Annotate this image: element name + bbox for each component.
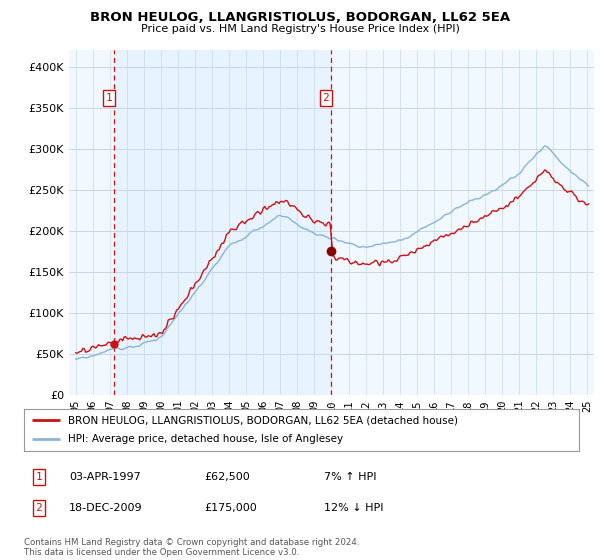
Text: £175,000: £175,000	[204, 503, 257, 513]
Text: 7% ↑ HPI: 7% ↑ HPI	[324, 472, 377, 482]
Text: 12% ↓ HPI: 12% ↓ HPI	[324, 503, 383, 513]
Text: Contains HM Land Registry data © Crown copyright and database right 2024.
This d: Contains HM Land Registry data © Crown c…	[24, 538, 359, 557]
Text: BRON HEULOG, LLANGRISTIOLUS, BODORGAN, LL62 5EA (detached house): BRON HEULOG, LLANGRISTIOLUS, BODORGAN, L…	[68, 415, 458, 425]
Text: 2: 2	[322, 93, 329, 103]
Text: 03-APR-1997: 03-APR-1997	[69, 472, 141, 482]
Text: HPI: Average price, detached house, Isle of Anglesey: HPI: Average price, detached house, Isle…	[68, 435, 344, 445]
Text: BRON HEULOG, LLANGRISTIOLUS, BODORGAN, LL62 5EA: BRON HEULOG, LLANGRISTIOLUS, BODORGAN, L…	[90, 11, 510, 24]
Text: 1: 1	[106, 93, 112, 103]
Text: £62,500: £62,500	[204, 472, 250, 482]
Bar	[331, 50, 596, 395]
Bar	[114, 50, 331, 395]
Text: 1: 1	[35, 472, 43, 482]
Bar	[67, 50, 114, 395]
Text: Price paid vs. HM Land Registry's House Price Index (HPI): Price paid vs. HM Land Registry's House …	[140, 24, 460, 34]
Text: 2: 2	[35, 503, 43, 513]
Text: 18-DEC-2009: 18-DEC-2009	[69, 503, 143, 513]
